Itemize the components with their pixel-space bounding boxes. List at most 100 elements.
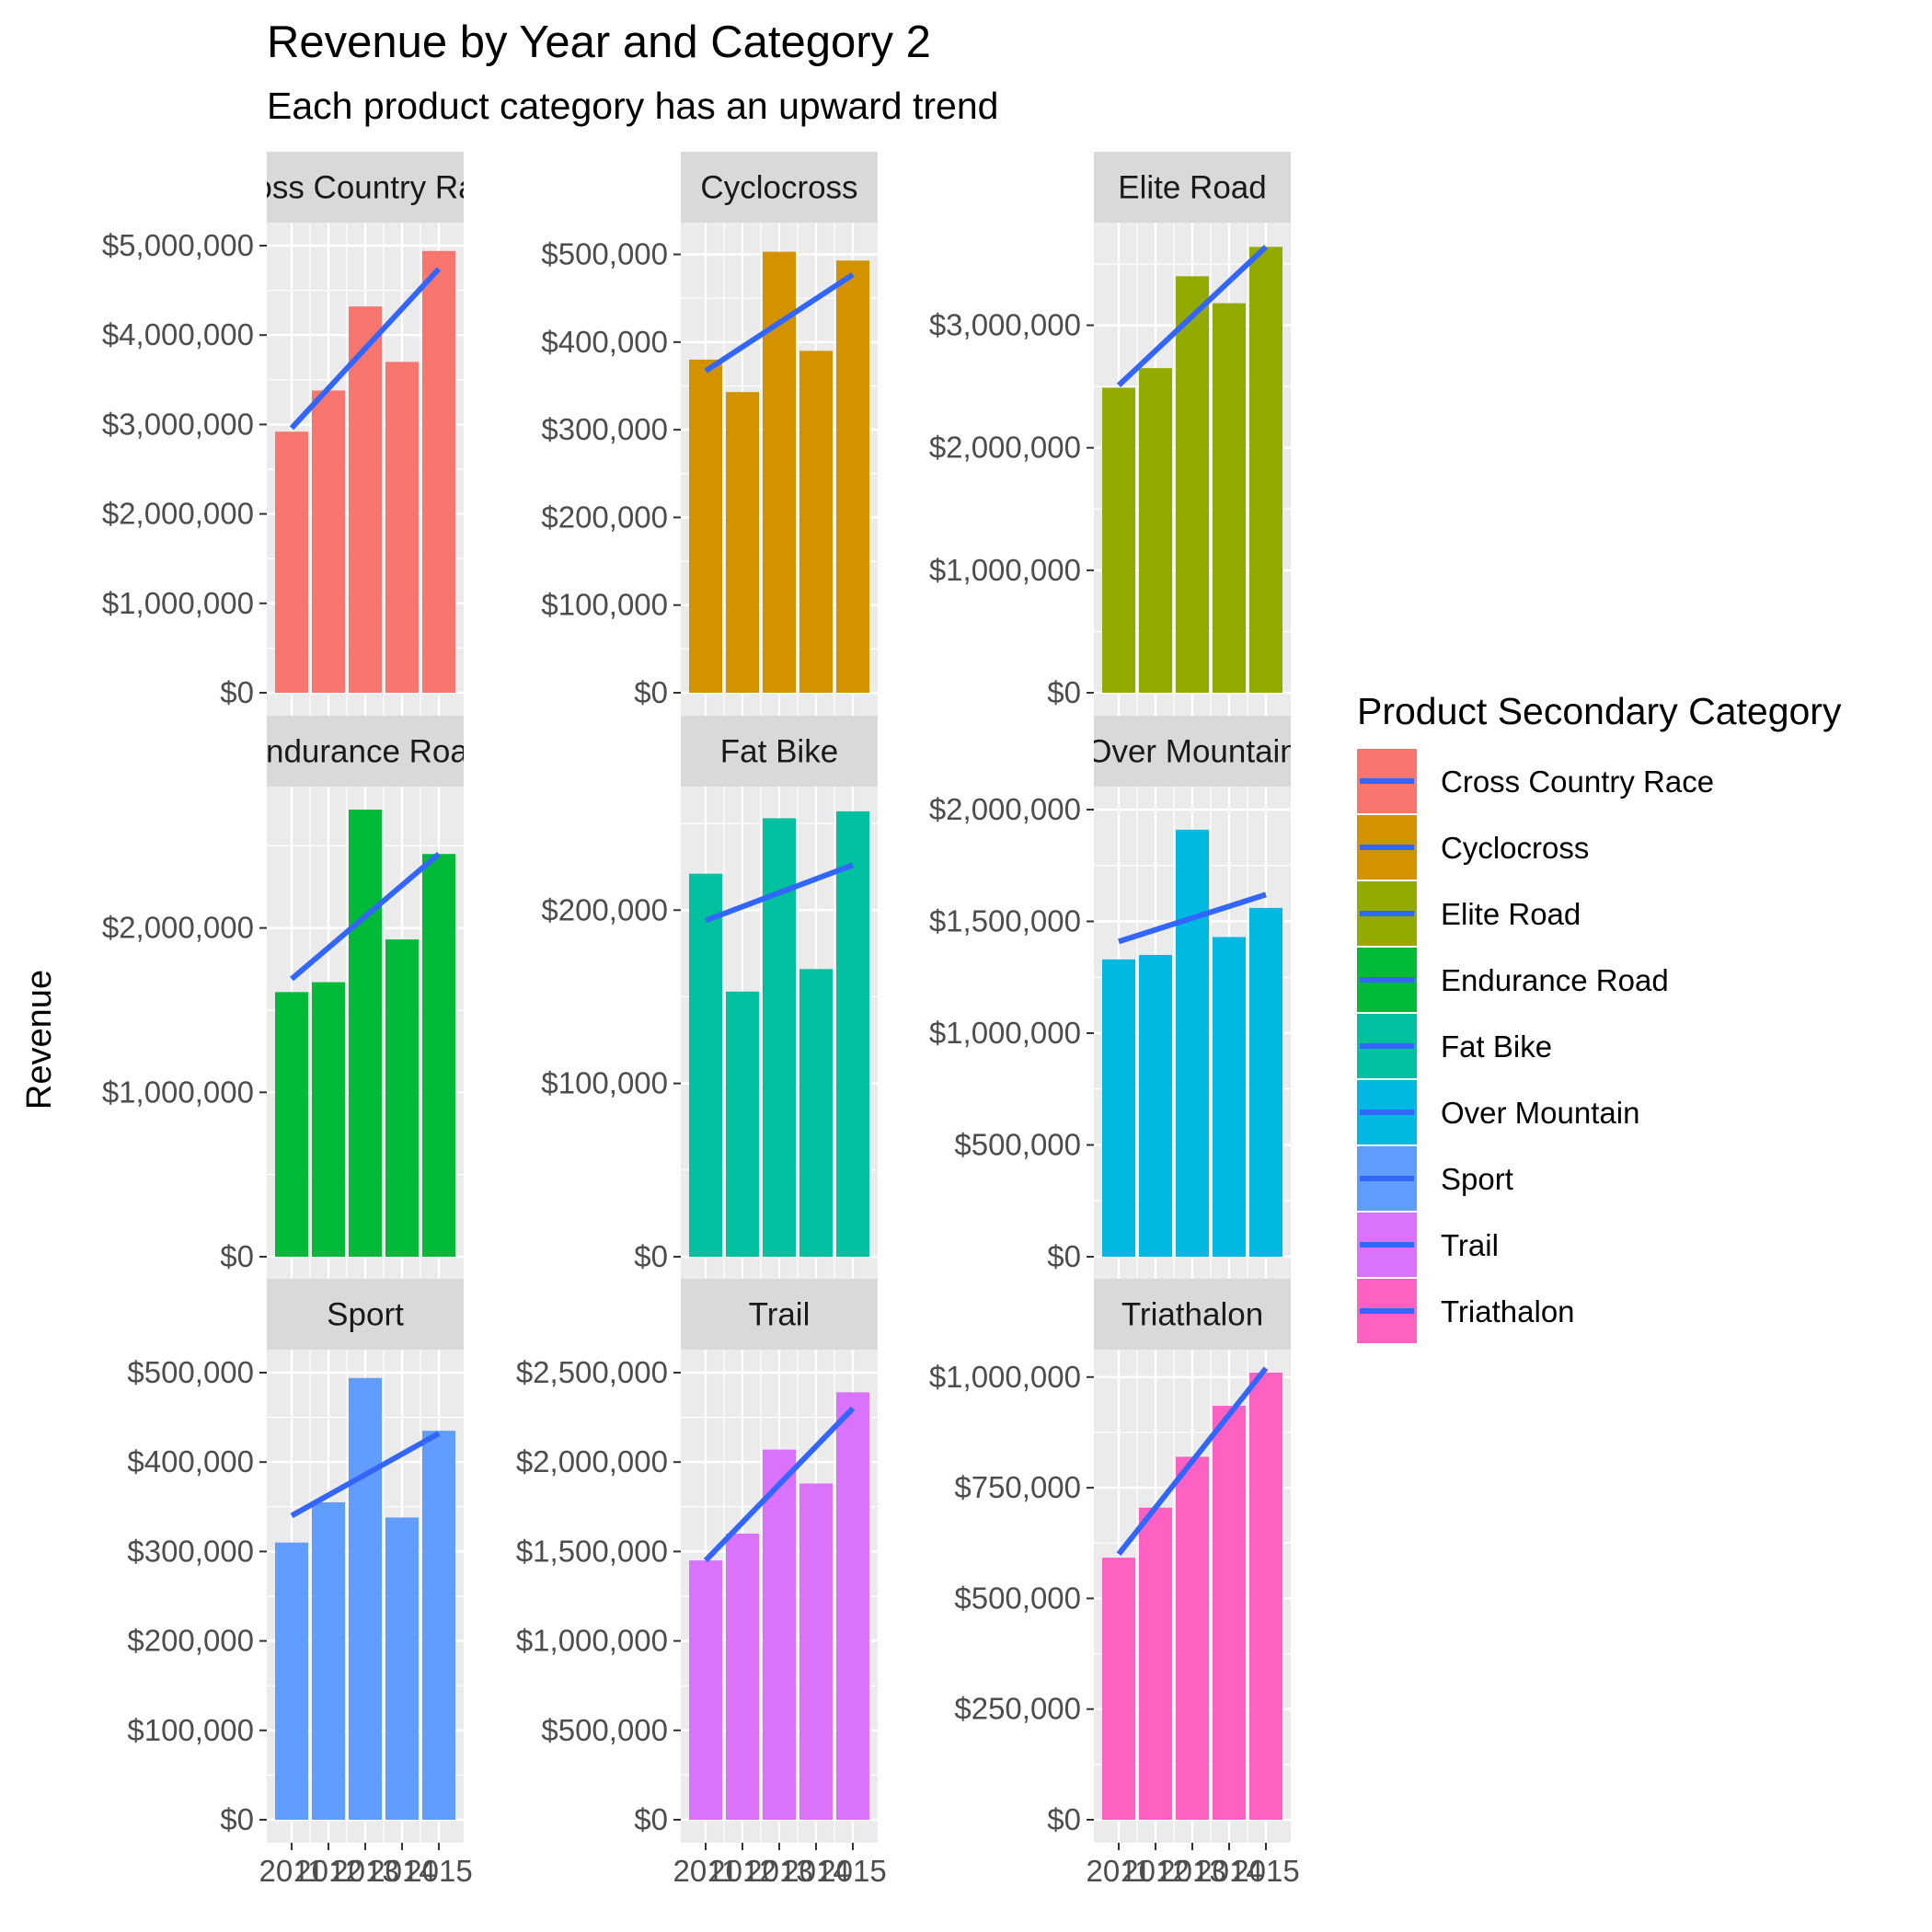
legend-item: Endurance Road: [1357, 948, 1669, 1012]
facet-strip-label: Over Mountain: [1087, 734, 1298, 770]
x-tick-label: 2013: [1158, 1854, 1225, 1888]
facet-strip-label: Triathalon: [1121, 1297, 1263, 1333]
y-tick-label: $0: [220, 1802, 254, 1836]
bar: [312, 982, 345, 1257]
trend-line: [1116, 1366, 1269, 1557]
facet-trail: Trail $0 $500,000 $1,000,000 $1,500,000 $2,00…: [516, 1279, 887, 1888]
bar: [726, 991, 759, 1257]
trend-line: [290, 851, 441, 982]
y-tick-label: $2,000,000: [516, 1444, 668, 1478]
facet-sport: Sport $0 $100,000 $200,000 $300,000 $400,000 $…: [127, 1279, 473, 1888]
y-tick-label: $100,000: [541, 588, 668, 622]
bar: [726, 392, 759, 693]
x-tick-label: 2015: [405, 1854, 472, 1888]
facet-strip-label: Cross Country Race: [220, 170, 510, 206]
y-axis-title: Revenue: [20, 970, 59, 1110]
y-tick-label: $300,000: [541, 412, 668, 446]
facet-strip: [681, 1279, 878, 1350]
y-tick-label: $1,000,000: [516, 1624, 668, 1658]
bar: [1139, 954, 1172, 1257]
legend-label: Cyclocross: [1441, 831, 1589, 865]
y-tick-label: $2,000,000: [102, 497, 254, 531]
trend-line: [704, 862, 855, 924]
bar: [689, 1560, 722, 1820]
y-tick-label: $0: [634, 1802, 668, 1836]
y-tick-label: $3,000,000: [929, 308, 1081, 342]
bar: [275, 431, 308, 693]
facet-strip: [1094, 716, 1291, 787]
y-tick-label: $2,000,000: [102, 911, 254, 945]
y-tick-label: $2,000,000: [929, 792, 1081, 826]
y-tick-label: $400,000: [541, 325, 668, 359]
x-tick-label: 2011: [673, 1854, 739, 1888]
bar: [1249, 907, 1282, 1257]
facet-strip-label: Sport: [327, 1297, 404, 1333]
bar: [1176, 1456, 1209, 1820]
bar: [836, 811, 869, 1257]
bar: [1213, 303, 1246, 693]
y-tick-label: $0: [220, 1239, 254, 1273]
legend-label: Endurance Road: [1441, 963, 1669, 997]
bar: [1139, 1507, 1172, 1820]
legend-label: Elite Road: [1441, 897, 1581, 931]
bar: [1249, 1373, 1282, 1820]
bar: [836, 1392, 869, 1820]
x-tick-label: 2015: [819, 1854, 886, 1888]
y-tick-label: $1,000,000: [929, 1360, 1081, 1394]
legend-label: Sport: [1441, 1162, 1513, 1196]
legend-label: Cross Country Race: [1441, 765, 1714, 799]
x-tick-label: 2014: [368, 1854, 435, 1888]
y-tick-label: $0: [1047, 1239, 1081, 1273]
y-tick-label: $1,000,000: [929, 553, 1081, 587]
x-tick-label: 2012: [1121, 1854, 1189, 1888]
chart-title: Revenue by Year and Category 2: [267, 17, 931, 67]
y-tick-label: $750,000: [954, 1470, 1081, 1504]
bar: [726, 1533, 759, 1820]
facet-strip-label: Elite Road: [1118, 170, 1266, 206]
legend-label: Fat Bike: [1441, 1029, 1552, 1064]
trend-line: [290, 1431, 441, 1519]
y-tick-label: $3,000,000: [102, 407, 254, 441]
bar: [763, 1449, 796, 1820]
bar: [763, 818, 796, 1257]
x-tick-label: 2012: [294, 1854, 362, 1888]
bar: [1102, 959, 1135, 1257]
trend-line: [289, 267, 442, 431]
trend-line: [704, 271, 855, 374]
bar: [689, 873, 722, 1257]
facet-strip: [267, 152, 464, 223]
y-tick-label: $1,000,000: [929, 1016, 1081, 1050]
y-tick-label: $0: [634, 675, 668, 709]
facet-strip: [1094, 1279, 1291, 1350]
facet-over-mountain: Over Mountain $0 $500,000 $1,000,000 $1,500,…: [929, 716, 1298, 1287]
legend-item: Elite Road: [1357, 881, 1581, 946]
legend-item: Trail: [1357, 1213, 1499, 1277]
y-tick-label: $500,000: [541, 1713, 668, 1747]
chart-subtitle: Each product category has an upward tren…: [267, 85, 998, 127]
y-tick-label: $0: [1047, 1802, 1081, 1836]
x-tick-label: 2011: [259, 1854, 325, 1888]
facet-strip: [681, 716, 878, 787]
legend-item: Cyclocross: [1357, 815, 1589, 880]
facet-strip: [681, 152, 878, 223]
legend-label: Trail: [1441, 1228, 1499, 1262]
x-tick-label: 2015: [1232, 1854, 1299, 1888]
y-tick-label: $100,000: [541, 1066, 668, 1100]
x-tick-label: 2013: [331, 1854, 398, 1888]
bar: [349, 306, 382, 693]
facet-fat-bike: Fat Bike $0 $100,000 $200,000: [541, 716, 878, 1287]
y-tick-label: $200,000: [541, 892, 668, 926]
bar: [385, 362, 419, 693]
y-tick-label: $500,000: [954, 1128, 1081, 1162]
bar: [1102, 387, 1135, 693]
x-tick-label: 2012: [708, 1854, 776, 1888]
bar: [275, 992, 308, 1257]
bar: [799, 351, 833, 693]
x-tick-label: 2013: [745, 1854, 812, 1888]
facet-cross-country-race: Cross Country Race $0 $1,000,000 $2,000,000…: [102, 152, 510, 723]
y-tick-label: $0: [1047, 675, 1081, 709]
y-tick-label: $500,000: [954, 1581, 1081, 1615]
bar: [349, 1377, 382, 1820]
y-tick-label: $1,000,000: [102, 586, 254, 620]
